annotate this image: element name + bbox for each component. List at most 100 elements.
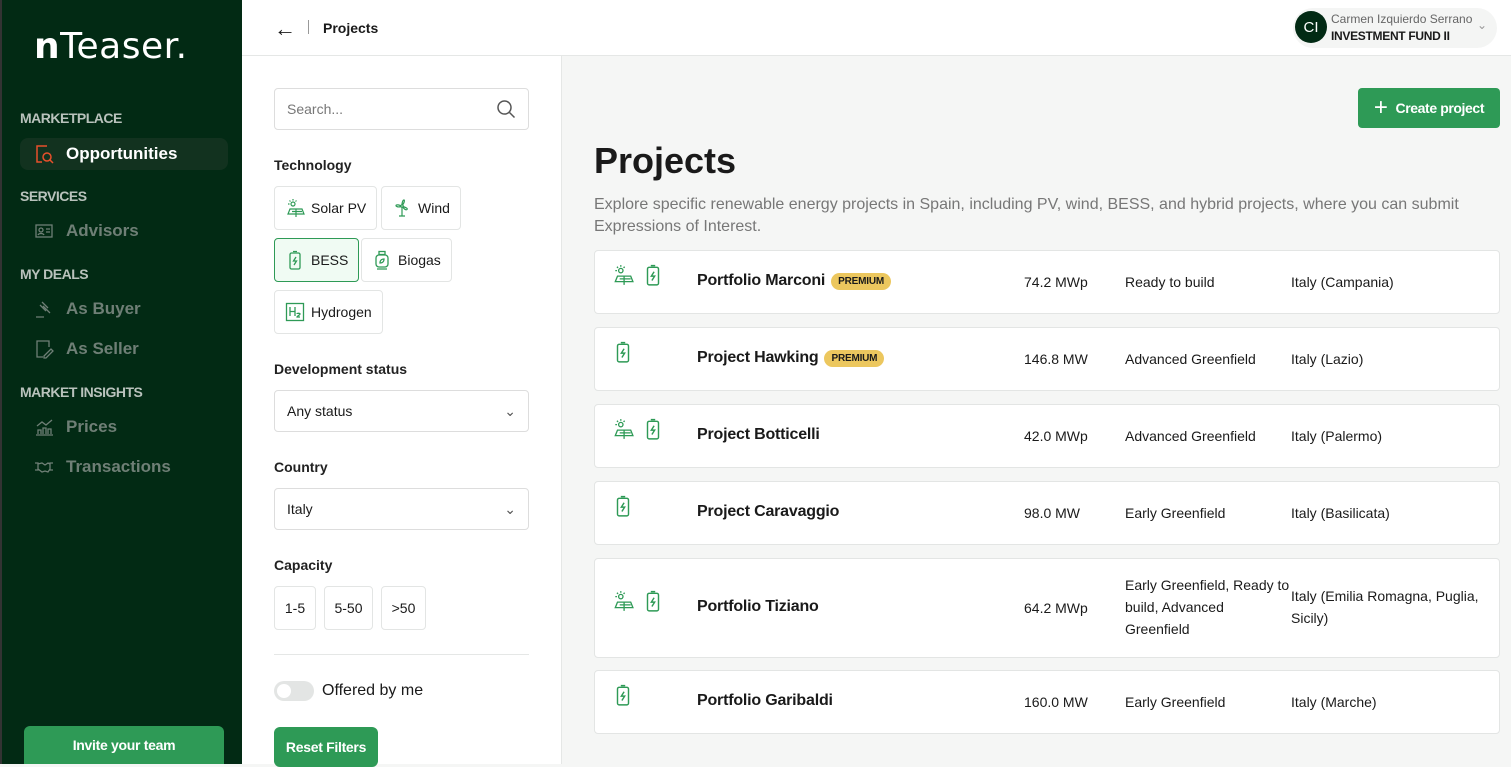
divider: [274, 654, 529, 655]
section-market-insights: MARKET INSIGHTS: [20, 384, 143, 400]
project-status: Advanced Greenfield: [1125, 351, 1256, 367]
technology-icons: [612, 684, 634, 706]
project-row[interactable]: Project Caravaggio 98.0 MW Early Greenfi…: [594, 481, 1500, 545]
chip-label: Biogas: [398, 252, 441, 268]
project-location: Italy (Campania): [1291, 274, 1394, 290]
solar-panel-icon: [614, 419, 634, 439]
offered-by-me-toggle[interactable]: [274, 681, 314, 701]
back-arrow-icon[interactable]: ←: [274, 16, 296, 41]
avatar: CI: [1295, 11, 1327, 43]
select-value: Italy: [287, 501, 313, 517]
project-name: Project Botticelli: [697, 426, 820, 444]
opportunities-search-icon: [36, 145, 54, 164]
sidebar-item-as-seller[interactable]: As Seller: [20, 333, 228, 365]
project-name: Portfolio Tiziano: [697, 598, 819, 616]
page-description: Explore specific renewable energy projec…: [594, 196, 1459, 235]
project-location: Italy (Marche): [1291, 694, 1377, 710]
plus-icon: +: [1373, 94, 1388, 121]
project-capacity: 64.2 MWp: [1024, 600, 1088, 616]
project-row[interactable]: Portfolio Tiziano 64.2 MWp Early Greenfi…: [594, 558, 1500, 658]
search-icon: [497, 100, 516, 119]
battery-icon: [616, 341, 630, 363]
battery-icon: [646, 418, 660, 440]
technology-icons: [612, 495, 634, 517]
sidebar-item-prices[interactable]: Prices: [20, 411, 228, 443]
sidebar-item-transactions[interactable]: Transactions: [20, 451, 228, 483]
project-capacity: 146.8 MW: [1024, 351, 1088, 367]
capacity-option-over-50[interactable]: >50: [381, 586, 426, 630]
technology-label: Technology: [274, 157, 352, 173]
project-name: Portfolio Marconi PREMIUM: [697, 272, 891, 290]
user-name: Carmen Izquierdo Serrano: [1331, 12, 1473, 26]
tech-chip-wind[interactable]: Wind: [381, 186, 461, 230]
tech-chip-solar-pv[interactable]: Solar PV: [274, 186, 378, 230]
project-status: Early Greenfield: [1125, 505, 1226, 521]
project-name: Project Caravaggio: [697, 503, 839, 521]
development-status-label: Development status: [274, 361, 408, 377]
user-menu[interactable]: CI Carmen Izquierdo Serrano INVESTMENT F…: [1293, 8, 1497, 48]
premium-badge: PREMIUM: [824, 349, 885, 367]
create-project-button[interactable]: + Create project: [1358, 88, 1500, 128]
sidebar-item-as-buyer[interactable]: As Buyer: [20, 293, 228, 325]
project-row[interactable]: Project Botticelli 42.0 MWp Advanced Gre…: [594, 404, 1500, 468]
project-row[interactable]: Portfolio Garibaldi 160.0 MW Early Green…: [594, 670, 1500, 734]
logo[interactable]: nTeaser.: [34, 26, 188, 67]
development-status-select[interactable]: Any status ⌄: [274, 390, 529, 432]
capacity-label: Capacity: [274, 557, 333, 573]
project-status: Ready to build: [1125, 274, 1215, 290]
project-capacity: 98.0 MW: [1024, 505, 1081, 521]
project-status: Early Greenfield, Ready to build, Advanc…: [1125, 577, 1290, 637]
sidebar-item-label: Opportunities: [66, 144, 178, 163]
select-value: Any status: [287, 403, 353, 419]
project-row[interactable]: Project Hawking PREMIUM 146.8 MW Advanced…: [594, 327, 1500, 391]
premium-badge: PREMIUM: [831, 272, 891, 290]
project-name: Portfolio Garibaldi: [697, 692, 833, 710]
battery-icon: [289, 250, 301, 270]
project-title: Project Botticelli: [697, 426, 820, 443]
capacity-option-5-50[interactable]: 5-50: [324, 586, 373, 630]
sidebar-item-opportunities[interactable]: Opportunities: [20, 138, 228, 170]
id-card-icon: [35, 224, 53, 238]
sidebar: nTeaser. MARKETPLACE Opportunities SERVI…: [0, 0, 242, 764]
user-fund: INVESTMENT FUND II: [1331, 29, 1450, 43]
technology-icons: [612, 264, 664, 286]
sidebar-item-advisors[interactable]: Advisors: [20, 215, 228, 247]
sidebar-item-label: Advisors: [66, 221, 139, 240]
project-title: Portfolio Tiziano: [697, 598, 819, 615]
chevron-down-icon: ⌄: [504, 500, 516, 517]
invite-team-button[interactable]: Invite your team: [24, 726, 224, 764]
country-label: Country: [274, 459, 328, 475]
tech-chip-bess[interactable]: BESS: [274, 238, 360, 282]
reset-filters-button[interactable]: Reset Filters: [274, 727, 378, 767]
gas-cylinder-icon: [375, 250, 389, 270]
project-row[interactable]: Portfolio Marconi PREMIUM 74.2 MWp Ready …: [594, 250, 1500, 314]
hydrogen-icon: [285, 302, 305, 322]
chevron-down-icon: ⌄: [1476, 18, 1487, 32]
country-select[interactable]: Italy ⌄: [274, 488, 529, 530]
solar-panel-icon: [614, 265, 634, 285]
solar-panel-icon: [287, 199, 305, 217]
chip-label: Wind: [418, 200, 450, 216]
section-marketplace: MARKETPLACE: [20, 110, 122, 126]
project-status: Early Greenfield: [1125, 694, 1226, 710]
technology-icons: [612, 341, 634, 363]
search-placeholder: Search...: [287, 101, 344, 117]
capacity-option-1-5[interactable]: 1-5: [274, 586, 316, 630]
chevron-down-icon: ⌄: [504, 402, 516, 419]
handshake-icon: [35, 462, 53, 473]
sidebar-item-label: As Seller: [66, 339, 139, 358]
project-location: Italy (Emilia Romagna, Puglia, Sicily): [1291, 588, 1479, 626]
project-title: Portfolio Garibaldi: [697, 692, 833, 709]
technology-icons: [612, 418, 664, 440]
tech-chip-hydrogen[interactable]: Hydrogen: [274, 290, 383, 334]
tech-chip-biogas[interactable]: Biogas: [361, 238, 452, 282]
project-title: Portfolio Marconi: [697, 272, 826, 289]
chart-icon: [36, 419, 53, 436]
battery-icon: [646, 590, 660, 612]
top-bar: ← Projects CI Carmen Izquierdo Serrano I…: [242, 0, 1511, 56]
project-capacity: 74.2 MWp: [1024, 274, 1088, 290]
document-edit-icon: [36, 340, 54, 359]
search-input[interactable]: Search...: [274, 88, 529, 130]
project-name: Project Hawking PREMIUM: [697, 349, 885, 367]
project-status: Advanced Greenfield: [1125, 428, 1256, 444]
